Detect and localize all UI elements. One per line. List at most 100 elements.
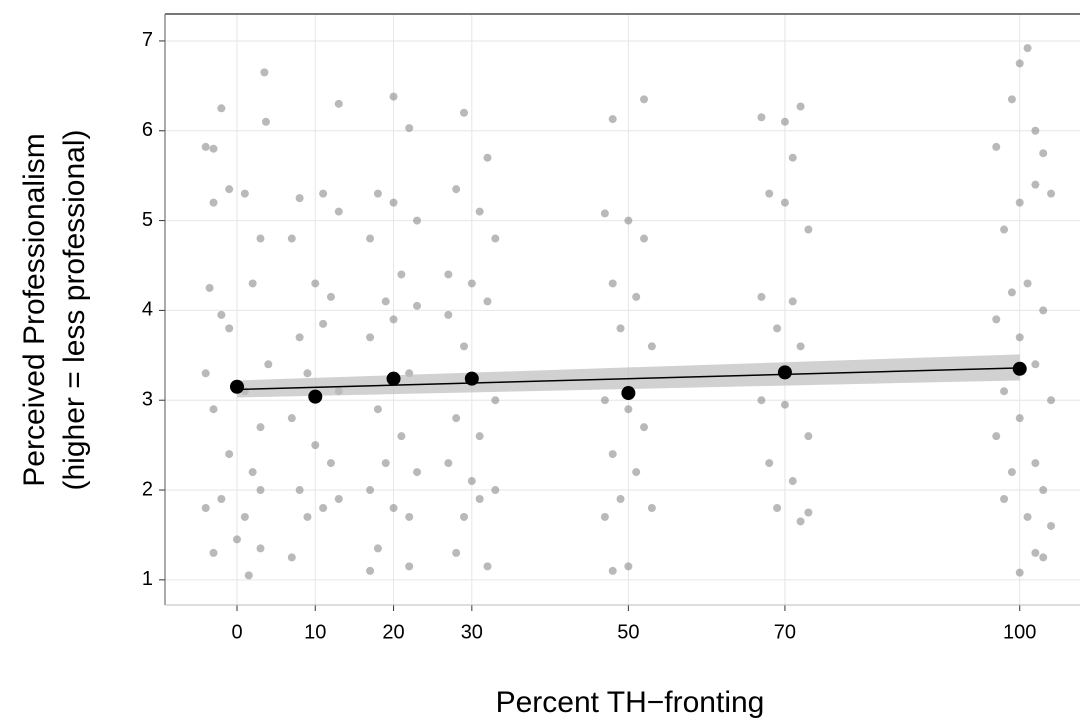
mean-point: [386, 371, 401, 386]
point: [608, 115, 617, 124]
point: [491, 486, 500, 495]
point: [452, 414, 461, 423]
y-tick-label: 3: [142, 388, 153, 410]
point: [788, 153, 797, 162]
point: [217, 310, 226, 319]
point: [334, 207, 343, 216]
point: [624, 405, 633, 414]
point: [326, 459, 335, 468]
point: [1023, 44, 1032, 53]
point: [773, 324, 782, 333]
point: [780, 198, 789, 207]
point: [287, 234, 296, 243]
point: [608, 450, 617, 459]
point: [647, 503, 656, 512]
point: [389, 92, 398, 101]
point: [1015, 198, 1024, 207]
point: [467, 477, 476, 486]
confidence-band: [237, 354, 1020, 398]
point: [201, 142, 210, 151]
point: [757, 396, 766, 405]
point: [366, 486, 375, 495]
point: [1031, 180, 1040, 189]
point: [444, 270, 453, 279]
point: [205, 283, 214, 292]
point: [261, 117, 270, 126]
point: [1015, 568, 1024, 577]
point: [287, 553, 296, 562]
point: [287, 414, 296, 423]
point: [475, 495, 484, 504]
point: [366, 333, 375, 342]
point: [311, 279, 320, 288]
point: [804, 508, 813, 517]
point: [1047, 189, 1056, 198]
point: [303, 369, 312, 378]
point: [366, 234, 375, 243]
point: [373, 544, 382, 553]
point: [640, 423, 649, 432]
point: [616, 495, 625, 504]
point: [1000, 387, 1009, 396]
point: [413, 301, 422, 310]
point: [796, 342, 805, 351]
point: [1023, 279, 1032, 288]
point: [295, 333, 304, 342]
point: [209, 144, 218, 153]
point: [608, 279, 617, 288]
mean-point: [230, 379, 245, 394]
point: [256, 544, 265, 553]
point: [1000, 225, 1009, 234]
point: [311, 441, 320, 450]
point: [444, 310, 453, 319]
x-tick-label: 50: [617, 621, 639, 643]
point: [233, 535, 242, 544]
point: [1007, 468, 1016, 477]
point: [992, 142, 1001, 151]
point: [405, 512, 414, 521]
fit-line: [236, 367, 1020, 391]
point: [600, 512, 609, 521]
y-axis-label: (higher = less professional): [58, 129, 91, 490]
point: [405, 124, 414, 133]
y-tick-label: 5: [142, 209, 153, 231]
point: [1039, 149, 1048, 158]
point: [225, 450, 234, 459]
mean-point: [1012, 361, 1027, 376]
point: [452, 548, 461, 557]
mean-point: [308, 389, 323, 404]
point: [796, 102, 805, 111]
x-tick-label: 20: [382, 621, 404, 643]
point: [483, 562, 492, 571]
point: [804, 225, 813, 234]
y-tick-label: 7: [142, 29, 153, 51]
point: [366, 566, 375, 575]
x-tick-label: 10: [304, 621, 326, 643]
point: [413, 468, 422, 477]
point: [326, 292, 335, 301]
point: [1031, 360, 1040, 369]
point: [217, 104, 226, 113]
point: [1031, 548, 1040, 557]
point: [240, 512, 249, 521]
point: [209, 405, 218, 414]
point: [295, 194, 304, 203]
point: [319, 503, 328, 512]
point: [1023, 512, 1032, 521]
point: [264, 360, 273, 369]
point: [225, 185, 234, 194]
point: [389, 503, 398, 512]
point: [256, 234, 265, 243]
point: [1007, 95, 1016, 104]
point: [389, 315, 398, 324]
point: [467, 279, 476, 288]
y-tick-label: 2: [142, 478, 153, 500]
point: [1015, 59, 1024, 68]
x-axis-label: Percent TH−fronting: [496, 686, 765, 719]
point: [796, 517, 805, 526]
point: [240, 189, 249, 198]
point: [444, 459, 453, 468]
point: [632, 468, 641, 477]
